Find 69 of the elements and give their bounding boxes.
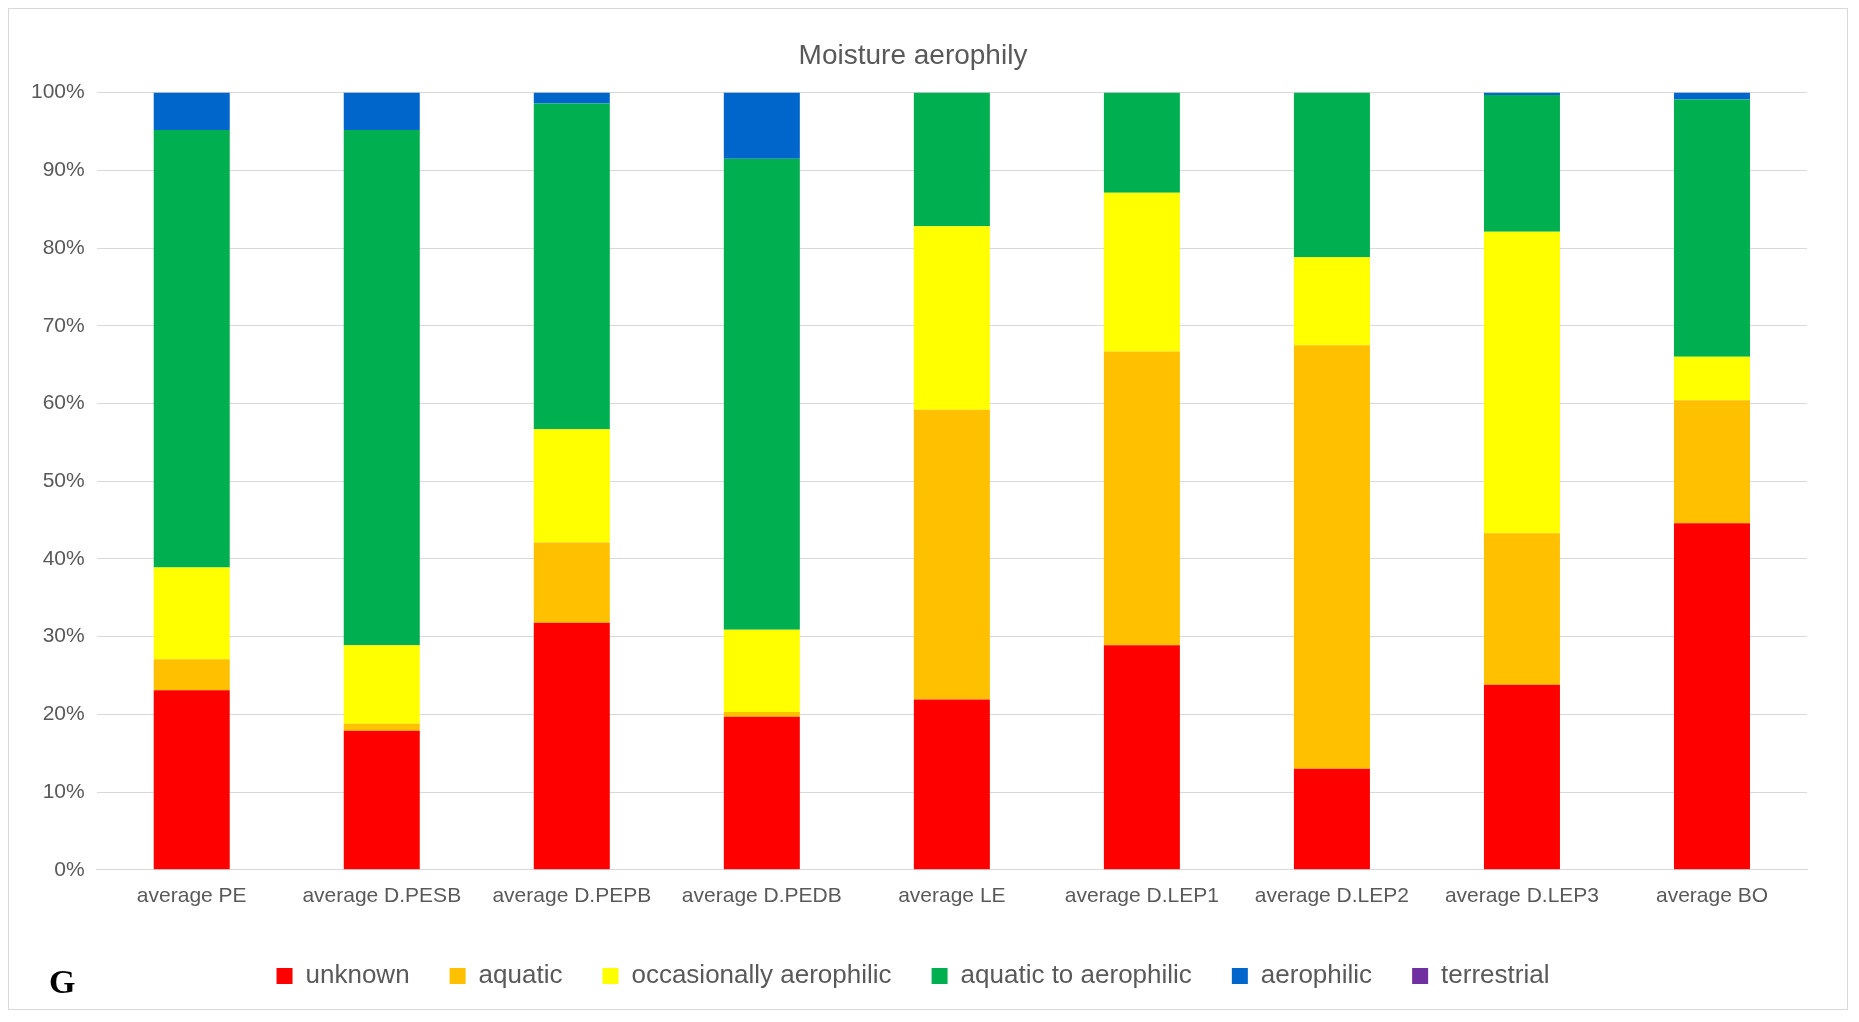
bar	[1673, 400, 1750, 524]
bar	[913, 699, 990, 870]
legend-label: unknown	[305, 959, 410, 990]
y-tick-label: 100%	[30, 79, 85, 103]
y-tick-label: 20%	[42, 701, 85, 725]
bar	[723, 716, 800, 870]
bar	[343, 723, 420, 731]
bar	[1293, 345, 1370, 769]
bar	[533, 92, 610, 104]
bar	[913, 92, 990, 227]
bar	[1483, 684, 1560, 870]
text: G	[49, 962, 76, 1000]
y-tick-label: 10%	[42, 778, 85, 802]
x-tick-label: average D.PEPB	[492, 883, 652, 907]
x-tick-label: average LE	[898, 883, 1006, 907]
legend-label: aquatic to aerophilic	[960, 959, 1192, 990]
bar	[533, 542, 610, 623]
bar	[913, 409, 990, 700]
y-tick-label: 50%	[42, 468, 85, 491]
chart-title: Moisture aerophily	[798, 38, 1028, 70]
legend-label: aquatic	[478, 959, 563, 990]
legend-label: occasionally aerophilic	[631, 959, 892, 990]
legend-label: aerophilic	[1260, 959, 1373, 990]
bar	[343, 92, 420, 130]
bar	[723, 629, 800, 713]
bar	[1103, 351, 1180, 646]
bar	[1483, 231, 1560, 534]
bar	[153, 567, 230, 660]
bar	[1673, 523, 1750, 870]
x-tick-label: average BO	[1655, 883, 1769, 907]
y-tick-label: 30%	[42, 623, 85, 647]
y-tick-label: 60%	[42, 390, 85, 414]
x-tick-label: average D.PEDB	[681, 883, 842, 907]
legend-label: terrestrial	[1441, 959, 1550, 990]
y-tick-label: 0%	[54, 856, 85, 880]
bar	[1103, 645, 1180, 870]
y-tick-label: 40%	[42, 545, 85, 569]
bar	[343, 129, 420, 646]
x-tick-label: average D.PESB	[302, 883, 462, 907]
y-tick-label: 90%	[42, 157, 85, 181]
bar	[1673, 356, 1750, 401]
bar	[1293, 257, 1370, 346]
bar	[1673, 92, 1750, 100]
bar	[533, 622, 610, 870]
bar	[153, 129, 230, 568]
bar	[343, 730, 420, 870]
y-tick-label: 80%	[42, 234, 85, 258]
bar	[153, 92, 230, 130]
bar	[533, 103, 610, 430]
bar	[723, 92, 800, 159]
x-tick-label: average PE	[136, 883, 247, 907]
bar	[1293, 768, 1370, 870]
bar	[533, 429, 610, 543]
bar	[723, 712, 800, 717]
bar	[153, 690, 230, 870]
bar	[1103, 92, 1180, 193]
bar	[1483, 94, 1560, 232]
x-tick-label: average D.LEP2	[1254, 883, 1409, 907]
bar	[1293, 92, 1370, 258]
x-tick-label: average D.LEP1	[1064, 883, 1219, 907]
bar	[1483, 533, 1560, 685]
bar	[1103, 192, 1180, 352]
bar	[343, 645, 420, 724]
bar	[723, 158, 800, 630]
y-tick-label: 70%	[42, 312, 85, 336]
bar	[1673, 99, 1750, 357]
bar	[153, 659, 230, 691]
x-tick-label: average D.LEP3	[1444, 883, 1600, 907]
bar	[913, 226, 990, 410]
